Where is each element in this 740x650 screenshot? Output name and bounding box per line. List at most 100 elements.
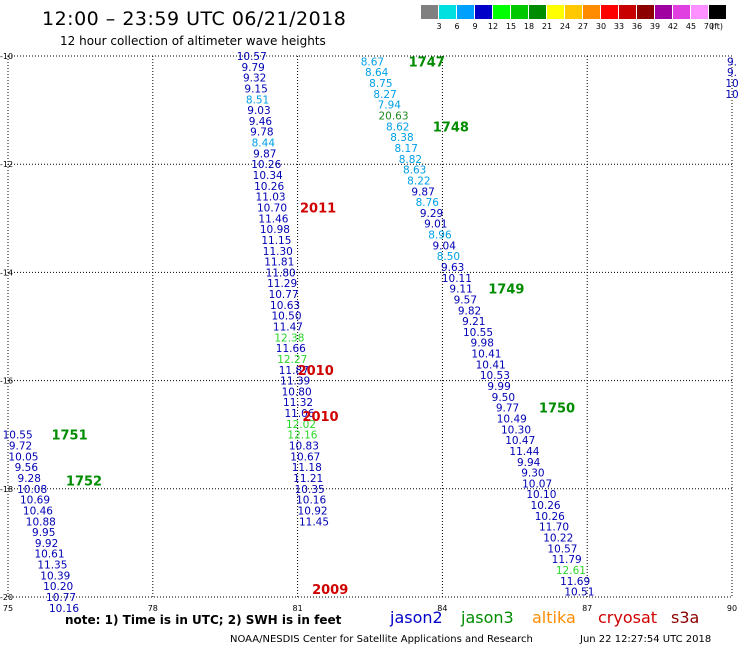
- wave-height-value: 8.67: [361, 56, 384, 68]
- wave-height-value: 12.61: [556, 565, 586, 577]
- wave-height-value: 11.47: [273, 322, 303, 334]
- pass-number-label: 1749: [488, 283, 524, 298]
- wave-height-value: 8.63: [403, 165, 426, 177]
- wave-height-value: 10.69: [20, 495, 50, 507]
- wave-height-value: 10.50: [271, 311, 301, 323]
- pass-number-label: 1750: [539, 402, 575, 417]
- wave-height-value: 9.78: [250, 127, 273, 139]
- wave-height-value: 10.67: [290, 451, 320, 463]
- wave-height-value: 9.82: [458, 305, 481, 317]
- wave-height-value: 10.30: [501, 424, 531, 436]
- credit-line: NOAA/NESDIS Center for Satellite Applica…: [230, 634, 533, 645]
- scale-label: 30: [595, 22, 607, 31]
- wave-height-value: 10.80: [282, 386, 312, 398]
- wave-height-value: 10.83: [289, 441, 319, 453]
- pass-number-label: 2010: [302, 410, 338, 425]
- x-tick-label: 84: [437, 604, 447, 613]
- wave-height-value: 9.72: [9, 441, 32, 453]
- wave-height-value: 9.: [727, 67, 737, 79]
- wave-height-value: 10.41: [476, 359, 506, 371]
- scale-label: 18: [523, 22, 535, 31]
- pass-number-label: 1747: [409, 55, 445, 70]
- scale-swatch: [511, 5, 528, 19]
- wave-height-value: 10.05: [8, 451, 38, 463]
- wave-height-value: 10.77: [269, 289, 299, 301]
- wave-height-value: 10.47: [505, 435, 535, 447]
- wave-height-value: 10.92: [298, 505, 328, 517]
- footer-note: note: 1) Time is in UTC; 2) SWH is in fe…: [65, 613, 342, 627]
- wave-height-value: 11.15: [261, 235, 291, 247]
- wave-height-value: 11.81: [264, 257, 294, 269]
- wave-height-value: 11.21: [293, 473, 323, 485]
- wave-height-value: 9.: [727, 56, 737, 68]
- wave-height-value: 9.50: [492, 392, 515, 404]
- scale-swatch: [655, 5, 672, 19]
- wave-height-value: 10.49: [497, 413, 527, 425]
- wave-height-value: 8.17: [395, 143, 418, 155]
- wave-height-value: 11.46: [258, 213, 288, 225]
- pass-number-label: 2011: [300, 201, 336, 216]
- scale-swatch: [583, 5, 600, 19]
- legend-jason3: jason3: [461, 608, 514, 627]
- wave-height-value: 9.92: [35, 538, 58, 550]
- wave-height-value: 10.70: [257, 202, 287, 214]
- wave-height-value: 9.21: [462, 316, 485, 328]
- wave-height-value: 11.80: [266, 267, 296, 279]
- scale-swatch: [601, 5, 618, 19]
- legend-cryosat: cryosat: [598, 608, 658, 627]
- scale-label: 24: [559, 22, 571, 31]
- y-tick-label: -14: [0, 268, 13, 277]
- wave-height-value: 11.45: [299, 516, 329, 528]
- wave-height-value: 10.41: [471, 349, 501, 361]
- wave-height-value: 11.18: [292, 462, 322, 474]
- plot-frame: [7, 55, 733, 598]
- legend-jason2: jason2: [390, 608, 443, 627]
- wave-height-value: 10.35: [295, 484, 325, 496]
- wave-height-value: 11.39: [280, 376, 310, 388]
- wave-height-value: 9.79: [241, 62, 264, 74]
- wave-height-value: 9.01: [424, 219, 447, 231]
- scale-swatch: [529, 5, 546, 19]
- y-tick-label: -12: [0, 160, 13, 169]
- wave-height-value: 10: [725, 89, 738, 101]
- wave-height-value: 9.94: [517, 457, 541, 469]
- scale-swatch: [547, 5, 564, 19]
- wave-height-value: 8.82: [399, 154, 422, 166]
- wave-height-value: 10.55: [3, 430, 33, 442]
- wave-height-value: 9.87: [411, 186, 434, 198]
- scale-label: 42: [667, 22, 679, 31]
- wave-height-value: 10.51: [564, 587, 594, 599]
- wave-height-value: 11.79: [552, 554, 582, 566]
- scale-swatch: [691, 5, 708, 19]
- wave-height-value: 10.11: [442, 273, 472, 285]
- scale-swatch: [619, 5, 636, 19]
- wave-height-value: 9.29: [420, 208, 443, 220]
- wave-height-value: 11.87: [279, 365, 309, 377]
- scale-swatch: [637, 5, 654, 19]
- wave-height-value: 10.26: [254, 181, 284, 193]
- x-tick-label: 78: [148, 604, 158, 613]
- wave-height-value: 10.07: [522, 478, 552, 490]
- x-tick-label: 81: [293, 604, 303, 613]
- wave-height-value: 10.61: [34, 549, 64, 561]
- scale-label: 36: [631, 22, 643, 31]
- timestamp: Jun 22 12:27:54 UTC 2018: [580, 634, 712, 645]
- wave-height-value: 9.03: [247, 105, 270, 117]
- scale-swatch: [421, 5, 438, 19]
- wave-height-value: 9.32: [243, 73, 266, 85]
- wave-height-value: 8.44: [252, 138, 276, 150]
- wave-height-value: 11.66: [276, 343, 306, 355]
- wave-height-value: 10.39: [40, 570, 70, 582]
- scale-swatch: [565, 5, 582, 19]
- wave-height-value: 9.98: [471, 338, 494, 350]
- wave-height-value: 9.56: [15, 462, 39, 474]
- scale-label: 70: [703, 22, 715, 31]
- scale-swatch: [475, 5, 492, 19]
- scale-unit: (ft): [710, 22, 724, 31]
- chart-subtitle: 12 hour collection of altimeter wave hei…: [60, 34, 326, 48]
- wave-height-value: 10: [725, 78, 738, 90]
- x-tick-label: 87: [582, 604, 592, 613]
- scale-label: 27: [577, 22, 589, 31]
- wave-height-value: 9.95: [32, 527, 55, 539]
